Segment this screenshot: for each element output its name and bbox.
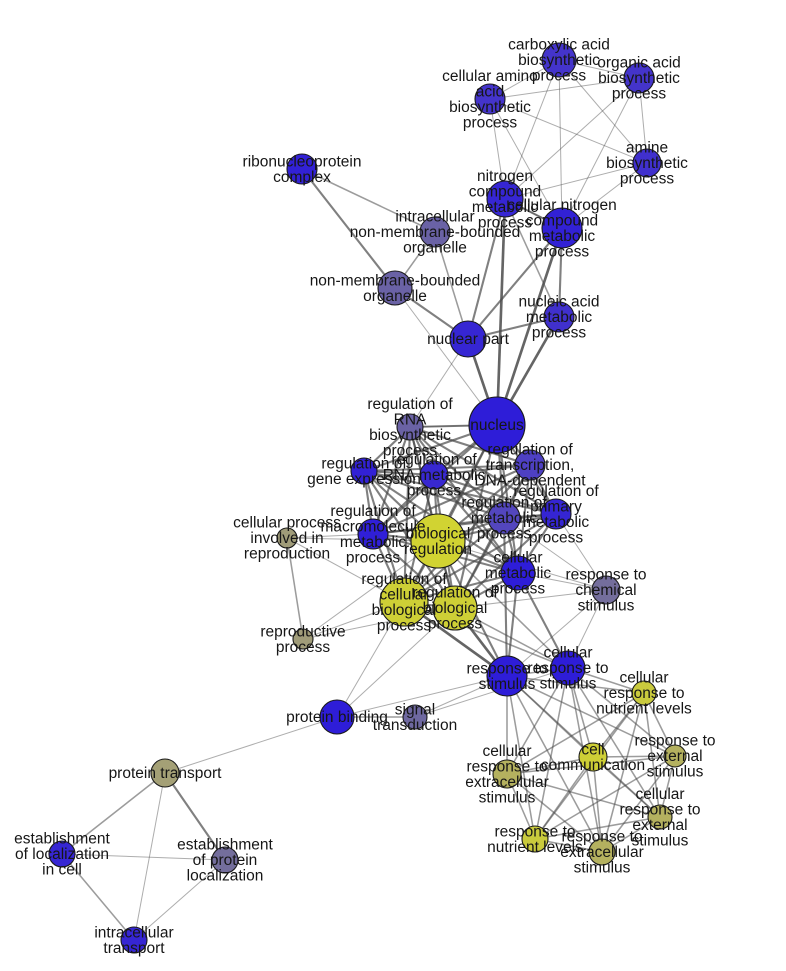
svg-text:nuclear part: nuclear part	[427, 331, 510, 348]
svg-text:protein transport: protein transport	[109, 765, 223, 782]
svg-text:nucleus: nucleus	[470, 417, 524, 434]
